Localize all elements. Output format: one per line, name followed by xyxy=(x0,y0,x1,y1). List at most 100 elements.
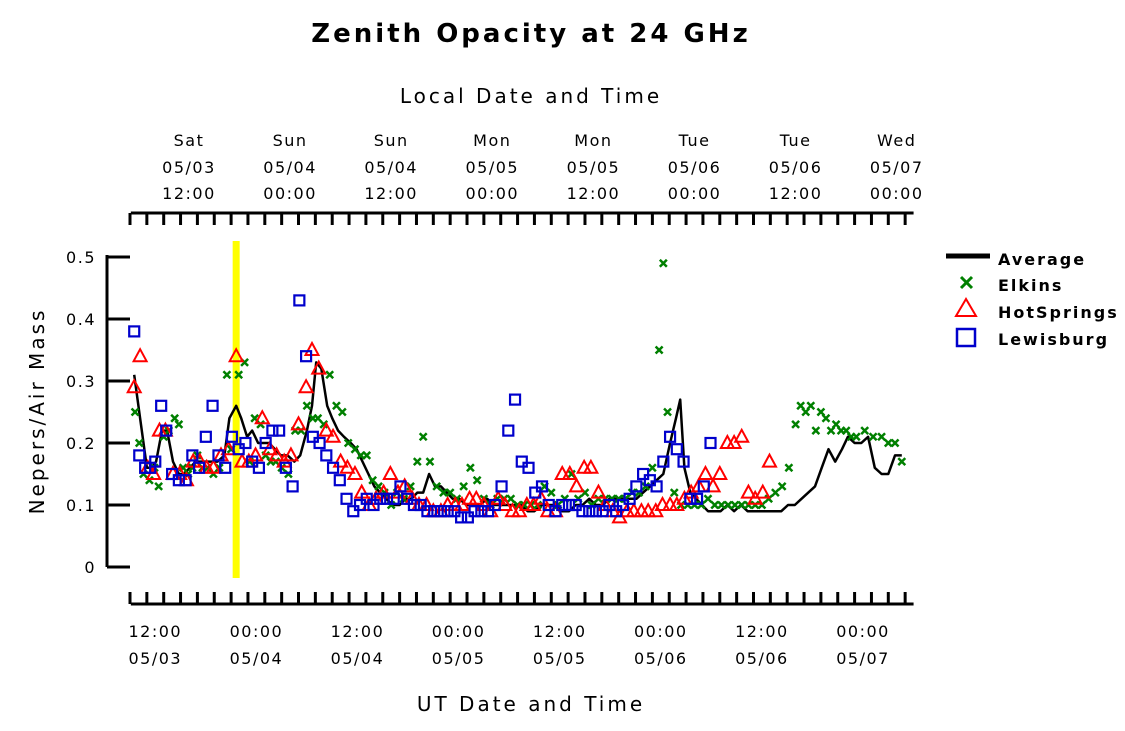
lewisburg-point-11 xyxy=(192,461,206,474)
elkins-point-77 xyxy=(594,494,603,504)
hotsprings-point-90 xyxy=(761,452,778,468)
top-tick-time-4: 12:00 xyxy=(567,184,621,203)
elkins-point-80 xyxy=(614,494,624,504)
elkins-point-54 xyxy=(439,488,448,497)
elkins-point-40 xyxy=(350,444,360,454)
bottom-tick-date-1: 05/04 xyxy=(230,649,284,668)
lewisburg-point-66 xyxy=(562,498,576,512)
elkins-point-96 xyxy=(717,500,726,510)
top-tick-day-0: Sat xyxy=(174,131,205,150)
y-tick-label-2: 0.2 xyxy=(66,434,96,453)
lewisburg-point-32 xyxy=(333,474,346,487)
lewisburg-point-33 xyxy=(340,492,353,505)
elkins-point-113 xyxy=(821,413,831,423)
elkins-point-36 xyxy=(325,370,335,380)
lewisburg-point-18 xyxy=(239,436,252,450)
y-tick-label-4: 0.4 xyxy=(66,310,96,329)
elkins-point-24 xyxy=(256,420,265,429)
elkins-point-120 xyxy=(860,426,870,435)
lewisburg-point-15 xyxy=(219,461,232,474)
lewisburg-point-23 xyxy=(273,424,286,437)
lewisburg-point-40 xyxy=(387,492,400,505)
elkins-point-55 xyxy=(445,488,455,497)
elkins-point-43 xyxy=(368,475,378,485)
y-tick-label-0: 0 xyxy=(84,558,96,577)
lewisburg-point-7 xyxy=(166,467,179,481)
lewisburg-point-46 xyxy=(428,505,441,518)
hotsprings-point-19 xyxy=(254,409,271,425)
lewisburg-point-25 xyxy=(286,480,299,493)
lewisburg-point-52 xyxy=(468,505,481,518)
lewisburg-point-22 xyxy=(266,424,279,437)
hotsprings-point-29 xyxy=(324,427,342,443)
top-tick-time-2: 12:00 xyxy=(364,184,418,203)
top-tick-time-3: 00:00 xyxy=(465,184,519,203)
elkins-point-34 xyxy=(313,413,323,423)
lewisburg-point-73 xyxy=(610,505,623,518)
elkins-point-20 xyxy=(234,370,244,380)
elkins-point-58 xyxy=(466,463,475,473)
elkins-point-87 xyxy=(658,258,668,268)
elkins-point-103 xyxy=(764,494,774,504)
elkins-point-100 xyxy=(744,500,753,510)
legend-elkins-label: Elkins xyxy=(998,276,1063,295)
elkins-point-9 xyxy=(174,420,184,429)
lewisburg-point-86 xyxy=(697,480,710,493)
lewisburg-point-65 xyxy=(556,498,569,512)
lewisburg-point-80 xyxy=(657,455,670,468)
legend-lewisburg-label: Lewisburg xyxy=(998,330,1109,349)
top-tick-day-2: Sun xyxy=(374,131,409,150)
lewisburg-point-53 xyxy=(475,505,488,518)
lewisburg-point-31 xyxy=(326,461,340,474)
hotsprings-point-14 xyxy=(220,440,237,456)
elkins-point-51 xyxy=(418,432,428,442)
bottom-tick-date-4: 05/05 xyxy=(533,649,587,668)
lewisburg-point-49 xyxy=(448,505,461,518)
elkins-point-57 xyxy=(459,482,469,491)
lewisburg-point-28 xyxy=(306,430,319,443)
lewisburg-point-16 xyxy=(225,430,239,443)
lewisburg-point-84 xyxy=(684,492,697,505)
hotsprings-point-81 xyxy=(697,464,714,480)
elkins-point-64 xyxy=(506,494,516,504)
elkins-point-102 xyxy=(757,500,767,510)
elkins-point-42 xyxy=(362,451,372,460)
lewisburg-point-34 xyxy=(347,505,360,518)
top-tick-day-6: Tue xyxy=(779,131,812,150)
y-tick-label-3: 0.3 xyxy=(66,372,96,391)
lewisburg-point-0 xyxy=(128,325,141,338)
lewisburg-point-76 xyxy=(630,480,643,493)
lewisburg-point-39 xyxy=(380,492,394,505)
lewisburg-point-44 xyxy=(414,498,427,512)
bottom-tick-time-1: 00:00 xyxy=(230,622,284,641)
hotsprings-point-66 xyxy=(590,483,607,499)
lewisburg-point-29 xyxy=(313,436,326,450)
hotsprings-point-27 xyxy=(310,359,327,375)
lewisburg-point-38 xyxy=(374,492,387,505)
hotsprings-point-65 xyxy=(582,458,600,474)
lewisburg-point-4 xyxy=(149,455,162,468)
top-tick-date-6: 05/06 xyxy=(769,158,823,177)
top-tick-date-2: 05/04 xyxy=(364,158,418,177)
hotsprings-point-86 xyxy=(733,427,750,443)
elkins-point-0 xyxy=(130,407,140,417)
lewisburg-point-68 xyxy=(576,505,589,518)
top-tick-time-1: 00:00 xyxy=(263,184,317,203)
elkins-point-107 xyxy=(791,420,801,429)
legend-elkins-swatch xyxy=(959,275,974,290)
lewisburg-point-72 xyxy=(603,498,616,512)
top-tick-time-5: 00:00 xyxy=(668,184,722,203)
hotsprings-point-89 xyxy=(754,483,771,499)
series-elkins xyxy=(130,258,907,510)
y-tick-label-1: 0.1 xyxy=(66,496,96,515)
lewisburg-point-42 xyxy=(401,492,414,505)
lewisburg-point-8 xyxy=(172,474,185,487)
hotsprings-point-28 xyxy=(318,421,335,437)
lewisburg-point-55 xyxy=(488,498,501,512)
top-tick-time-7: 00:00 xyxy=(870,184,924,203)
y-axis-title: Nepers/Air Mass xyxy=(25,308,49,515)
elkins-point-89 xyxy=(669,488,679,497)
lewisburg-point-36 xyxy=(360,492,373,505)
hotsprings-point-52 xyxy=(490,489,507,505)
lewisburg-point-75 xyxy=(623,492,636,505)
